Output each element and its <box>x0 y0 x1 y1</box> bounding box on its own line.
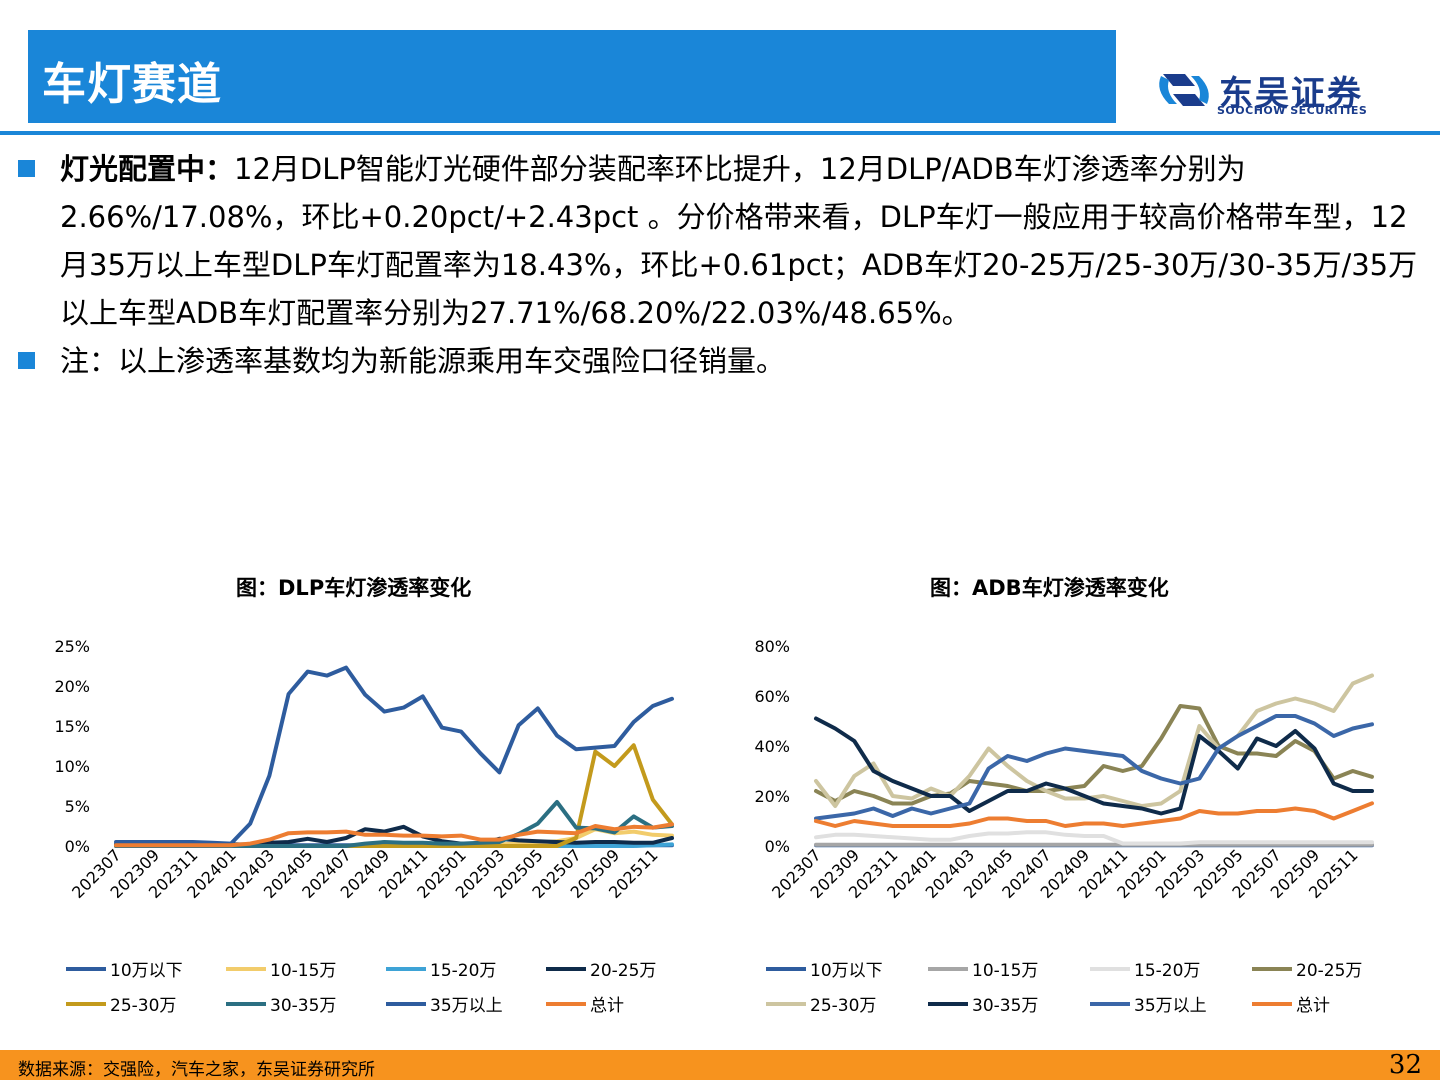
data-source: 数据来源：交强险，汽车之家，东吴证券研究所 <box>18 1060 375 1080</box>
header-rule <box>0 131 1440 135</box>
legend-label: 总计 <box>1296 996 1330 1016</box>
series-line <box>814 673 1374 808</box>
bullet-square-icon <box>18 160 35 177</box>
legend-label: 25-30万 <box>810 996 877 1016</box>
series-line <box>814 801 1374 828</box>
y-tick-label: 40% <box>754 737 790 756</box>
bullet-text: 注：以上渗透率基数均为新能源乘用车交强险口径销量。 <box>60 344 786 378</box>
bullet-text: 12月DLP智能灯光硬件部分装配率环比提升，12月DLP/ADB车灯渗透率分别为… <box>60 152 1418 330</box>
series-line <box>814 830 1374 846</box>
series-line <box>814 704 1374 806</box>
legend-swatch <box>1090 1002 1130 1006</box>
legend-label: 10-15万 <box>972 961 1039 981</box>
bullet-lead: 灯光配置中： <box>60 152 235 186</box>
chart-title-adb: 图：ADB车灯渗透率变化 <box>930 576 1169 600</box>
series-line <box>114 665 674 846</box>
legend-label: 30-35万 <box>270 996 337 1016</box>
legend-swatch <box>66 1002 106 1006</box>
y-tick-label: 80% <box>754 637 790 656</box>
legend-swatch <box>66 967 106 971</box>
legend-label: 总计 <box>590 996 624 1016</box>
legend-swatch <box>226 967 266 971</box>
legend-label: 15-20万 <box>430 961 497 981</box>
bullet-item: 灯光配置中：12月DLP智能灯光硬件部分装配率环比提升，12月DLP/ADB车灯… <box>18 145 1418 337</box>
legend-swatch <box>928 1002 968 1006</box>
legend-swatch <box>928 967 968 971</box>
page-title: 车灯赛道 <box>42 59 222 110</box>
legend-label: 10万以下 <box>110 961 183 981</box>
y-tick-label: 60% <box>754 687 790 706</box>
y-tick-label: 15% <box>54 717 90 736</box>
y-tick-label: 20% <box>54 677 90 696</box>
legend-swatch <box>226 1002 266 1006</box>
legend-swatch <box>386 1002 426 1006</box>
legend-swatch <box>1252 967 1292 971</box>
legend-label: 15-20万 <box>1134 961 1201 981</box>
legend-label: 20-25万 <box>1296 961 1363 981</box>
y-tick-label: 0% <box>65 837 90 856</box>
legend-label: 10-15万 <box>270 961 337 981</box>
dlp-legend: 10万以下 10-15万 15-20万 20-25万 25-30万 30-35万 35万以上… <box>66 956 706 1016</box>
y-tick-label: 0% <box>765 837 790 856</box>
series-line <box>114 800 674 848</box>
y-tick-label: 5% <box>65 797 90 816</box>
legend-swatch <box>1090 967 1130 971</box>
legend-swatch <box>546 1002 586 1006</box>
legend-label: 20-25万 <box>590 961 657 981</box>
y-tick-label: 25% <box>54 637 90 656</box>
y-tick-label: 20% <box>754 787 790 806</box>
company-logo: 东吴证券 SOOCHOW SECURITIES <box>1155 62 1385 122</box>
adb-chart: 0%20%40%60%80%20230720230920231120240120… <box>754 637 1374 902</box>
chart-title-dlp: 图：DLP车灯渗透率变化 <box>236 576 472 600</box>
bullet-square-icon <box>18 352 35 369</box>
bullet-item: 注：以上渗透率基数均为新能源乘用车交强险口径销量。 <box>18 337 1418 385</box>
title-bar: 车灯赛道 <box>28 30 1116 123</box>
y-tick-label: 10% <box>54 757 90 776</box>
legend-label: 30-35万 <box>972 996 1039 1016</box>
logo-text-cn: 东吴证券 <box>1219 74 1363 114</box>
series-line <box>114 822 674 848</box>
legend-swatch <box>386 967 426 971</box>
logo-text-en: SOOCHOW SECURITIES <box>1217 104 1368 117</box>
footer-bar: 数据来源：交强险，汽车之家，东吴证券研究所 32 <box>0 1050 1440 1080</box>
legend-swatch <box>546 967 586 971</box>
series-line <box>814 716 1374 816</box>
legend-label: 35万以上 <box>1134 996 1207 1016</box>
legend-label: 25-30万 <box>110 996 177 1016</box>
bullet-list: 灯光配置中：12月DLP智能灯光硬件部分装配率环比提升，12月DLP/ADB车灯… <box>18 145 1418 385</box>
dlp-chart: 0%5%10%15%20%25%202307202309202311202401… <box>54 637 674 902</box>
series-line <box>814 714 1374 821</box>
legend-label: 10万以下 <box>810 961 883 981</box>
logo-mark-icon <box>1159 74 1209 106</box>
legend-swatch <box>766 1002 806 1006</box>
page-number: 32 <box>1388 1050 1422 1080</box>
legend-swatch <box>1252 1002 1292 1006</box>
legend-label: 35万以上 <box>430 996 503 1016</box>
legend-swatch <box>766 967 806 971</box>
adb-legend: 10万以下 10-15万 15-20万 20-25万 25-30万 30-35万 35万以上… <box>766 956 1426 1016</box>
